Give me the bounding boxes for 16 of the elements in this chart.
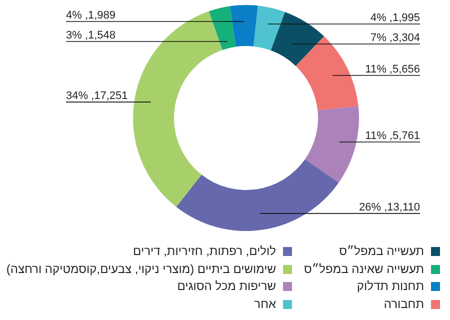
legend-label: שימושים ביתיים (מוצרי ניקוי, צבעים,קוסמטיקה ורחצה) — [6, 262, 276, 276]
data-label: 11% ,5,656 — [365, 63, 420, 76]
data-label: 4% ,1,995 — [370, 12, 420, 24]
legend-label: תחבורה — [384, 296, 424, 310]
data-label: 34% ,17,251 — [66, 90, 128, 102]
legend-label: תעשייה שאינה במפל״ס — [304, 262, 424, 276]
legend-label: אחר — [254, 296, 276, 310]
data-label: 11% ,5,761 — [365, 130, 420, 142]
legend-label: לולים, רפתות, חזיריות, דירים — [133, 244, 276, 258]
data-label: 26% ,13,110 — [359, 201, 420, 214]
data-label: 3% ,1,548 — [66, 30, 116, 42]
legend-label: שריפות מכל הסוגים — [177, 279, 276, 293]
data-label: 4% ,1,989 — [66, 10, 116, 22]
legend-label: תעשייה במפל״ס — [339, 244, 424, 258]
data-label: 7% ,3,304 — [370, 32, 420, 44]
legend-label: תחנות תדלוק — [356, 279, 424, 293]
